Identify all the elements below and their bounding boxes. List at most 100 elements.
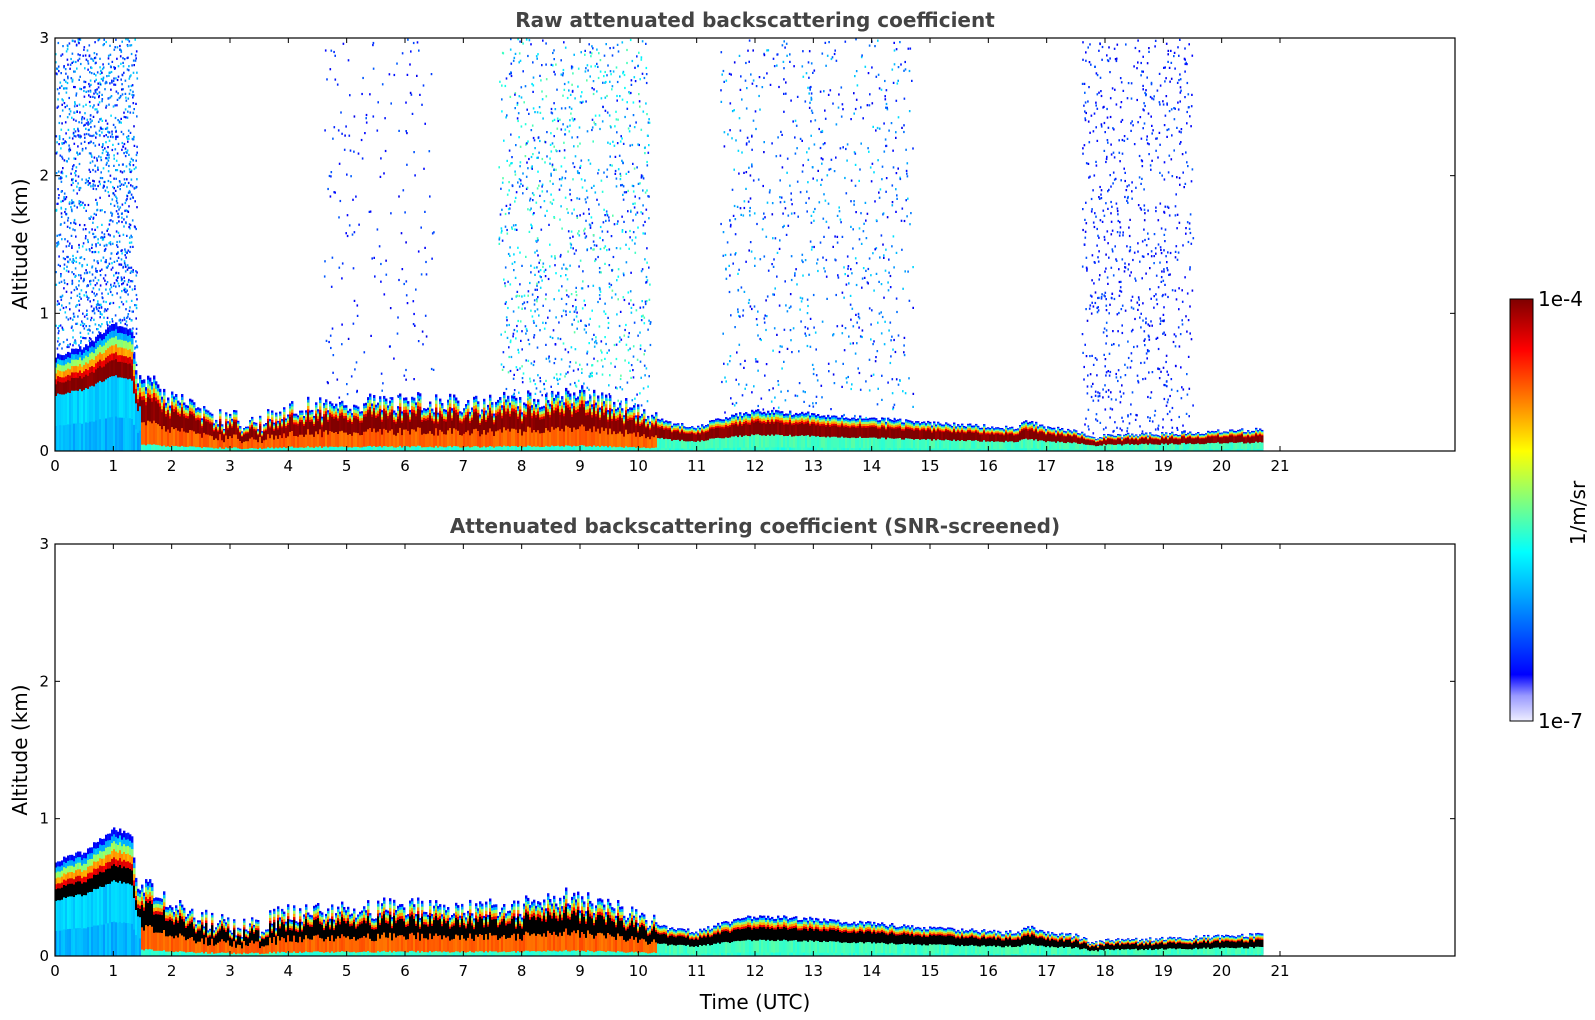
backscatter-cell: [289, 431, 292, 451]
backscatter-cell: [411, 446, 414, 451]
backscatter-cell: [267, 447, 270, 451]
backscatter-cell: [385, 429, 388, 451]
noise-speckle: [108, 139, 111, 142]
backscatter-cell: [231, 438, 234, 451]
backscatter-cell: [259, 436, 262, 451]
backscatter-cell: [149, 421, 152, 451]
backscatter-cell: [71, 390, 74, 451]
noise-speckle: [128, 309, 131, 312]
backscatter-cell: [85, 388, 88, 451]
backscatter-cell: [253, 439, 256, 451]
backscatter-cell: [425, 434, 428, 451]
noise-speckle: [82, 105, 85, 108]
backscatter-cell: [245, 448, 248, 451]
noise-speckle: [69, 63, 72, 66]
backscatter-cell: [395, 435, 398, 451]
backscatter-cell: [229, 436, 232, 451]
backscatter-cell: [405, 446, 408, 451]
noise-speckle: [57, 337, 60, 340]
backscatter-cell: [423, 447, 426, 451]
backscatter-cell: [433, 447, 436, 451]
backscatter-cell: [73, 423, 76, 451]
backscatter-cell: [269, 448, 272, 451]
backscatter-cell: [173, 446, 176, 451]
backscatter-cell: [433, 435, 436, 451]
backscatter-cell: [235, 434, 238, 451]
noise-speckle: [128, 92, 131, 95]
noise-speckle: [92, 221, 94, 224]
backscatter-cell: [93, 386, 96, 451]
backscatter-cell: [385, 446, 388, 451]
backscatter-cell: [71, 423, 74, 451]
backscatter-cell: [273, 448, 276, 451]
backscatter-cell: [165, 431, 168, 451]
backscatter-cell: [199, 433, 202, 451]
backscatter-cell: [329, 431, 332, 451]
noise-speckle: [93, 236, 96, 239]
backscatter-cell: [305, 447, 308, 451]
backscatter-cell: [339, 446, 342, 451]
backscatter-cell: [195, 433, 198, 451]
backscatter-cell: [337, 434, 340, 451]
backscatter-cell: [411, 429, 414, 451]
backscatter-cell: [199, 447, 202, 451]
backscatter-cell: [107, 378, 110, 451]
backscatter-cell: [171, 445, 174, 451]
backscatter-cell: [235, 447, 238, 451]
backscatter-cell: [127, 418, 130, 451]
backscatter-cell: [83, 423, 86, 451]
backscatter-cell: [301, 434, 304, 451]
backscatter-cell: [423, 433, 426, 451]
backscatter-cell: [313, 436, 316, 451]
noise-speckle: [127, 85, 130, 88]
backscatter-cell: [357, 433, 360, 451]
backscatter-cell: [225, 435, 228, 451]
backscatter-cell: [413, 429, 416, 451]
backscatter-cell: [59, 425, 62, 451]
backscatter-cell: [261, 449, 264, 451]
backscatter-cell: [125, 417, 128, 451]
backscatter-cell: [373, 428, 376, 451]
noise-speckle: [112, 136, 114, 139]
backscatter-cell: [247, 441, 250, 451]
backscatter-cell: [77, 423, 80, 451]
backscatter-cell: [397, 447, 400, 451]
noise-speckle: [80, 335, 82, 339]
noise-speckle: [101, 231, 103, 234]
backscatter-cell: [233, 434, 236, 451]
noise-speckle: [63, 279, 66, 282]
backscatter-cell: [293, 436, 296, 451]
backscatter-cell: [367, 429, 370, 451]
noise-speckle: [94, 284, 97, 287]
backscatter-cell: [407, 446, 410, 451]
backscatter-cell: [255, 439, 258, 451]
backscatter-cell: [203, 447, 206, 451]
noise-speckle: [123, 142, 126, 146]
backscatter-cell: [319, 429, 322, 451]
backscatter-cell: [391, 429, 394, 451]
backscatter-cell: [137, 432, 140, 451]
backscatter-cell: [91, 421, 94, 451]
noise-speckle: [99, 284, 102, 287]
backscatter-cell: [87, 422, 90, 451]
backscatter-cell: [129, 378, 132, 451]
backscatter-cell: [361, 435, 364, 451]
noise-speckle: [95, 136, 97, 139]
backscatter-cell: [55, 426, 58, 451]
backscatter-cell: [189, 446, 192, 451]
backscatter-cell: [389, 430, 392, 451]
noise-speckle: [85, 325, 87, 328]
backscatter-cell: [321, 447, 324, 451]
backscatter-cell: [327, 434, 330, 451]
backscatter-cell: [119, 377, 122, 451]
backscatter-cell: [73, 390, 76, 451]
backscatter-cell: [161, 446, 164, 451]
backscatter-cell: [169, 432, 172, 451]
noise-speckle: [100, 69, 102, 72]
backscatter-cell: [131, 419, 134, 451]
backscatter-cell: [323, 446, 326, 451]
noise-speckle: [60, 215, 63, 218]
backscatter-cell: [319, 446, 322, 451]
backscatter-cell: [383, 446, 386, 451]
